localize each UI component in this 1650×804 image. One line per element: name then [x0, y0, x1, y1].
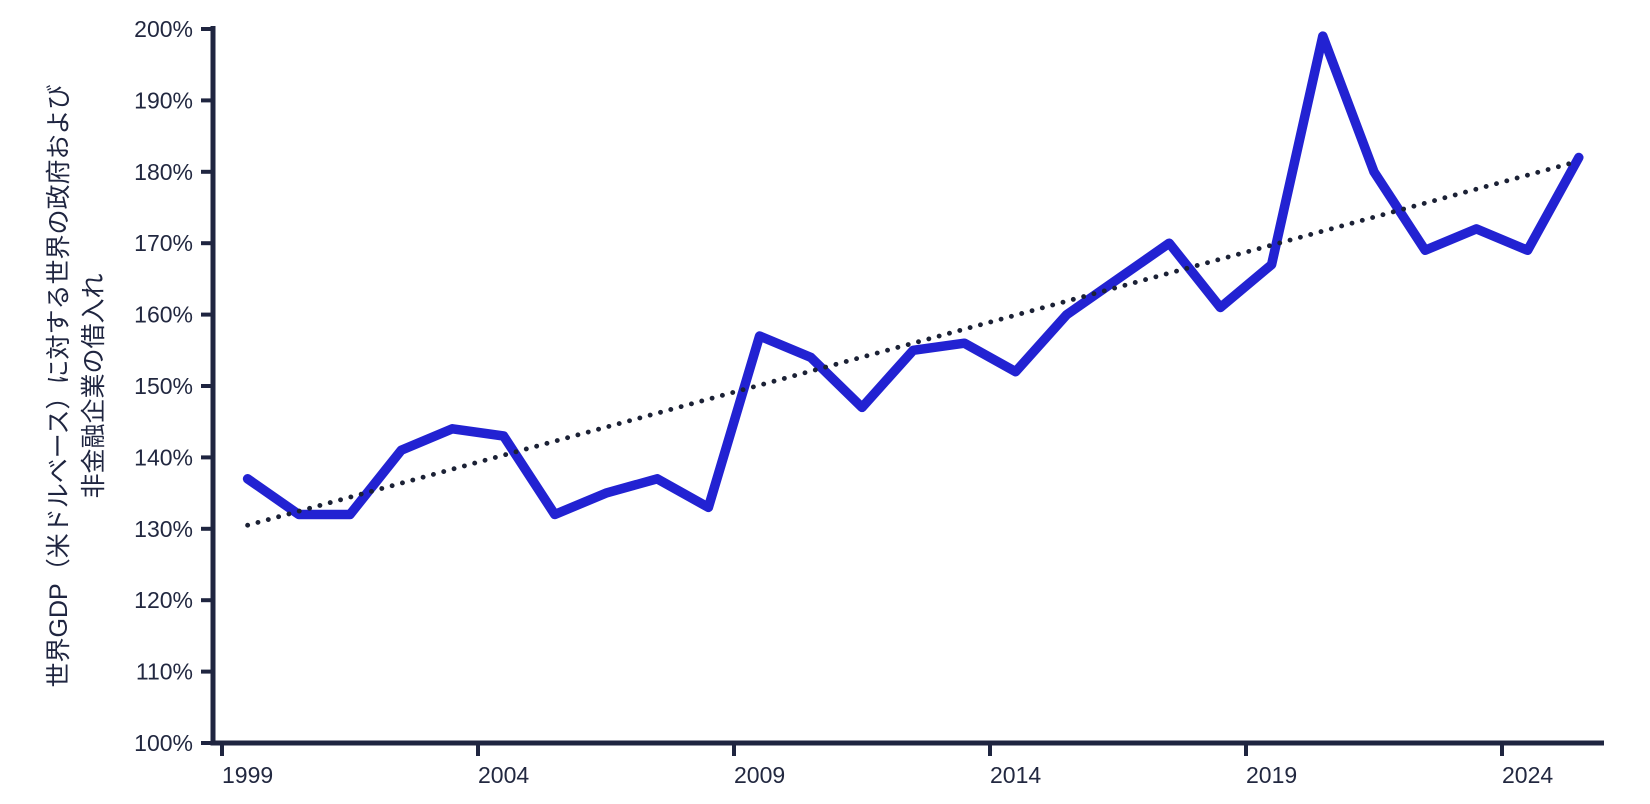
x-tick-label: 2019 [1246, 762, 1297, 788]
x-tick-label: 2014 [990, 762, 1041, 788]
x-tick-label: 2004 [478, 762, 529, 788]
y-tick-label: 160% [134, 302, 193, 328]
y-tick-label: 130% [134, 516, 193, 542]
y-tick-label: 180% [134, 159, 193, 185]
y-tick-label: 190% [134, 87, 193, 113]
x-axis-ticks: 1999 2004 2009 2014 2019 2024 [220, 743, 1553, 788]
y-axis-ticks: 100% 110% 120% 130% 140% 150% 160% 170% 180% 190%… [134, 16, 213, 756]
y-tick-label: 120% [134, 587, 193, 613]
x-tick-label: 1999 [222, 762, 273, 788]
x-tick-label: 2009 [734, 762, 785, 788]
x-tick-label: 2024 [1502, 762, 1553, 788]
data-line [242, 31, 1584, 520]
y-tick-label: 150% [134, 373, 193, 399]
y-tick-label: 110% [136, 659, 193, 685]
y-tick-label: 200% [134, 16, 193, 42]
trend-line [245, 158, 1582, 528]
y-tick-label: 100% [134, 730, 193, 756]
y-tick-label: 170% [134, 230, 193, 256]
axes [210, 26, 1604, 746]
y-tick-label: 140% [134, 444, 193, 470]
